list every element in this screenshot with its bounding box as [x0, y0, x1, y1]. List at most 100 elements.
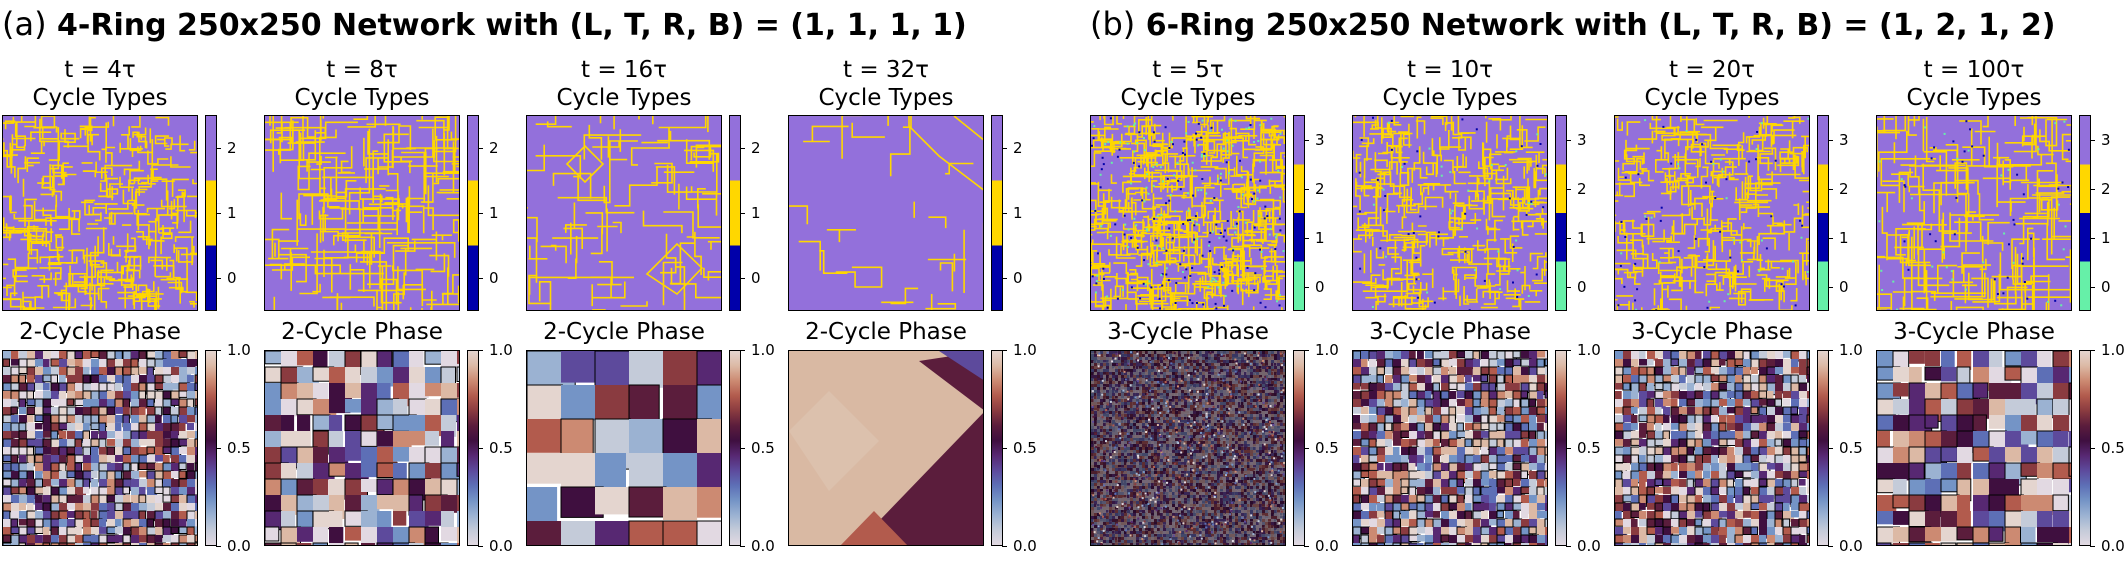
colorbar-tick-label: 0 [478, 269, 499, 288]
cycle-types-title: Cycle Types [1644, 85, 1780, 111]
phase-field [1615, 351, 1809, 545]
colorbar-tick-label: 0.0 [1566, 537, 1601, 555]
cycle-types-title: Cycle Types [1906, 85, 2042, 111]
colorbar-tick-label: 0.0 [1304, 537, 1339, 555]
cycle-types-colorbar [2079, 115, 2091, 311]
panel-b-label: (b) [1090, 5, 1136, 43]
phase-map [2, 350, 198, 546]
phase-map [1352, 350, 1548, 546]
cycle-type-boundaries [265, 116, 459, 310]
phase-title: 3-Cycle Phase [1107, 319, 1269, 345]
colorbar-tick-label: 1.0 [1828, 341, 1863, 359]
phase-field [789, 351, 983, 545]
colorbar-tick-label: 1 [216, 204, 237, 222]
colorbar-tick-label: 2 [1002, 138, 1023, 157]
colorbar-tick-label: 0.0 [2090, 537, 2125, 555]
cycle-types-colorbar [1817, 115, 1829, 311]
cycle-types-map [1876, 115, 2072, 311]
phase-title: 2-Cycle Phase [543, 319, 705, 345]
panel-b-heading: 6-Ring 250x250 Network with (L, T, R, B)… [1145, 8, 2056, 43]
colorbar-tick-label: 1.0 [2090, 341, 2125, 359]
colorbar-tick-label: 0.0 [216, 537, 251, 555]
colorbar-tick-label: 0 [216, 269, 237, 288]
phase-field [1091, 351, 1285, 545]
colorbar-tick-label: 1 [1828, 228, 1849, 247]
phase-map [1614, 350, 1810, 546]
colorbar-tick-label: 1.0 [1002, 341, 1037, 359]
colorbar-tick-label: 1 [740, 204, 761, 222]
colorbar-tick-label: 0 [740, 269, 761, 288]
cycle-types-map [2, 115, 198, 311]
colorbar-tick-label: 2 [740, 138, 761, 157]
colorbar-tick-label: 0.5 [2090, 439, 2125, 457]
colorbar-tick-label: 1 [1566, 228, 1587, 247]
colorbar-tick-label: 0 [1828, 277, 1849, 296]
cycle-type-boundaries [3, 116, 197, 310]
colorbar-tick-label: 1.0 [1304, 341, 1339, 359]
phase-title: 2-Cycle Phase [19, 319, 181, 345]
snapshot-time-label: t = 8τ [326, 57, 398, 83]
panel-b-title: (b) 6-Ring 250x250 Network with (L, T, R… [1090, 2, 2055, 48]
cycle-type-boundaries [1877, 116, 2071, 310]
colorbar-tick-label: 0.5 [1828, 439, 1863, 457]
colorbar-tick-label: 1 [1002, 204, 1023, 222]
colorbar-tick-label: 3 [1828, 130, 1849, 149]
colorbar-tick-label: 0.5 [1304, 439, 1339, 457]
cycle-types-title: Cycle Types [32, 85, 168, 111]
colorbar-tick-label: 2 [1304, 179, 1325, 198]
panel-a-heading: 4-Ring 250x250 Network with (L, T, R, B)… [57, 8, 967, 43]
colorbar-tick-label: 1.0 [740, 341, 775, 359]
colorbar-tick-label: 0.5 [740, 439, 775, 457]
phase-map [788, 350, 984, 546]
cycle-type-boundaries [1615, 116, 1809, 310]
colorbar-tick-label: 2 [2090, 179, 2111, 198]
cycle-types-title: Cycle Types [818, 85, 954, 111]
cycle-types-title: Cycle Types [1120, 85, 1256, 111]
colorbar-tick-label: 2 [216, 138, 237, 157]
colorbar-tick-label: 0.5 [1002, 439, 1037, 457]
phase-field [527, 351, 721, 545]
colorbar-tick-label: 1 [1304, 228, 1325, 247]
colorbar-tick-label: 0.0 [740, 537, 775, 555]
cycle-type-boundaries [1091, 116, 1285, 310]
panel-a-label: (a) [2, 5, 47, 43]
phase-title: 2-Cycle Phase [281, 319, 443, 345]
cycle-types-colorbar [1293, 115, 1305, 311]
phase-map [1090, 350, 1286, 546]
colorbar-tick-label: 0 [1304, 277, 1325, 296]
cycle-types-title: Cycle Types [1382, 85, 1518, 111]
phase-field [1877, 351, 2071, 545]
colorbar-tick-label: 1 [2090, 228, 2111, 247]
colorbar-tick-label: 1.0 [216, 341, 251, 359]
cycle-type-boundaries [789, 116, 983, 310]
phase-field [265, 351, 459, 545]
phase-map [264, 350, 460, 546]
cycle-types-map [526, 115, 722, 311]
snapshot-time-label: t = 16τ [580, 57, 668, 83]
phase-map [526, 350, 722, 546]
phase-title: 3-Cycle Phase [1631, 319, 1793, 345]
colorbar-tick-label: 3 [1304, 130, 1325, 149]
cycle-types-map [264, 115, 460, 311]
colorbar-tick-label: 0 [1566, 277, 1587, 296]
phase-title: 3-Cycle Phase [1893, 319, 2055, 345]
colorbar-tick-label: 0.0 [1828, 537, 1863, 555]
colorbar-tick-label: 0.5 [1566, 439, 1601, 457]
colorbar-tick-label: 1 [478, 204, 499, 222]
colorbar-tick-label: 0.0 [478, 537, 513, 555]
cycle-type-boundaries [1353, 116, 1547, 310]
phase-title: 2-Cycle Phase [805, 319, 967, 345]
colorbar-tick-label: 0 [2090, 277, 2111, 296]
phase-map [1876, 350, 2072, 546]
colorbar-tick-label: 0 [1002, 269, 1023, 288]
cycle-types-map [1090, 115, 1286, 311]
colorbar-tick-label: 2 [1828, 179, 1849, 198]
panel-a-title: (a) 4-Ring 250x250 Network with (L, T, R… [2, 2, 967, 48]
snapshot-time-label: t = 20τ [1668, 57, 1756, 83]
cycle-types-title: Cycle Types [294, 85, 430, 111]
colorbar-tick-label: 0.0 [1002, 537, 1037, 555]
colorbar-tick-label: 1.0 [1566, 341, 1601, 359]
snapshot-time-label: t = 4τ [64, 57, 136, 83]
cycle-types-map [1352, 115, 1548, 311]
cycle-types-map [1614, 115, 1810, 311]
